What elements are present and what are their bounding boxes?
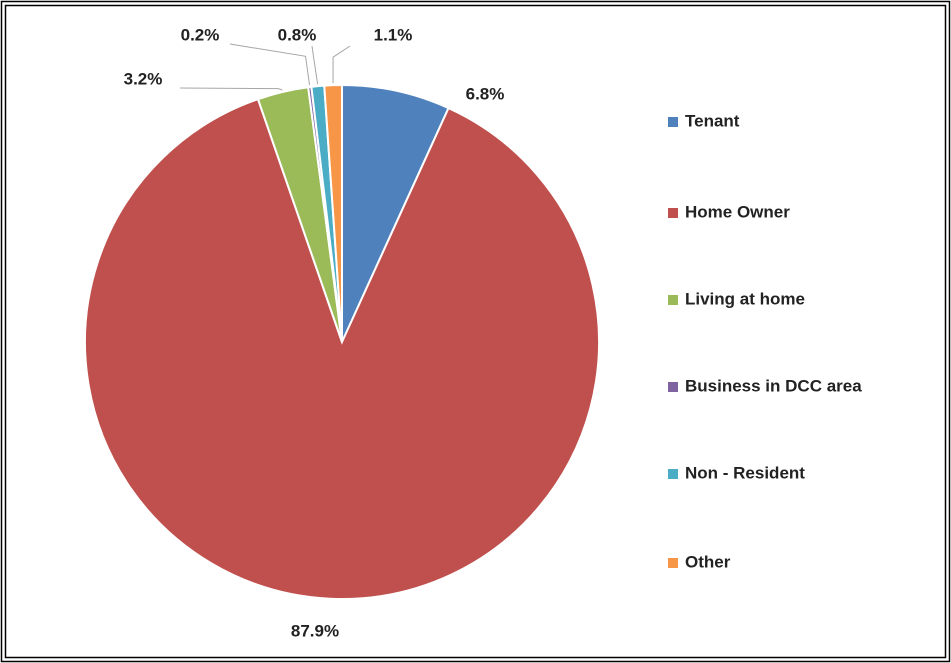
- pie-slice: [323, 83, 343, 343]
- legend-label: Home Owner: [685, 202, 790, 221]
- data-label: 87.9%: [291, 621, 339, 640]
- frame-inner: [4, 4, 947, 659]
- legend-swatch: [668, 208, 678, 218]
- legend-label: Other: [685, 552, 731, 571]
- legend-label: Non - Resident: [685, 463, 805, 482]
- data-label: 6.8%: [466, 84, 505, 103]
- legend-swatch: [668, 382, 678, 392]
- legend-swatch: [668, 117, 678, 127]
- data-label: 1.1%: [374, 25, 413, 44]
- data-label: 0.2%: [181, 25, 220, 44]
- leader-line: [229, 43, 311, 86]
- leader-line: [332, 45, 351, 84]
- data-label: 3.2%: [124, 69, 163, 88]
- legend-label: Tenant: [685, 111, 740, 130]
- leader-line: [179, 87, 283, 91]
- data-label: 0.8%: [278, 25, 317, 44]
- legend-swatch: [668, 295, 678, 305]
- legend-swatch: [668, 469, 678, 479]
- pie-slice: [341, 83, 450, 343]
- legend-label: Business in DCC area: [685, 376, 862, 395]
- leader-line: [311, 45, 319, 85]
- legend-label: Living at home: [685, 289, 805, 308]
- pie-slice: [84, 97, 600, 600]
- legend-swatch: [668, 558, 678, 568]
